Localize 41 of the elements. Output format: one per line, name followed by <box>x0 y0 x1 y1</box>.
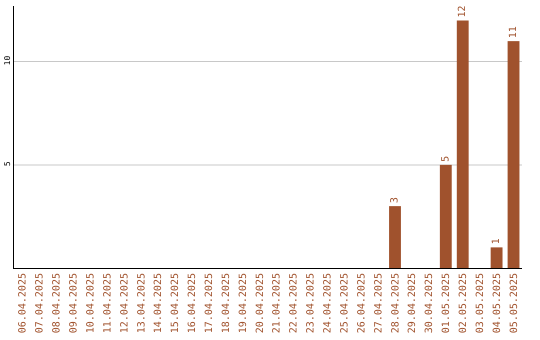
bar <box>440 164 452 268</box>
x-tick-label: 04.05.2025 <box>492 273 503 334</box>
x-tick-label: 30.04.2025 <box>424 273 436 334</box>
y-tick-label: 10 <box>2 56 12 66</box>
x-tick-label: 29.04.2025 <box>407 273 418 334</box>
x-tick-label: 13.04.2025 <box>136 273 148 334</box>
bar <box>508 41 520 268</box>
bar <box>490 247 503 268</box>
x-tick-label: 07.04.2025 <box>34 273 46 334</box>
x-tick-label: 20.04.2025 <box>254 273 266 334</box>
x-tick-label: 16.04.2025 <box>187 273 198 334</box>
x-tick-label: 19.04.2025 <box>238 273 249 334</box>
data-label: 1 <box>491 238 502 244</box>
x-tick-label: 27.04.2025 <box>373 273 384 334</box>
x-tick-label: 10.04.2025 <box>85 273 96 334</box>
data-label: 12 <box>457 6 468 18</box>
x-tick-label: 06.04.2025 <box>18 273 29 334</box>
x-tick-label: 18.04.2025 <box>220 273 232 334</box>
bar <box>456 20 469 268</box>
x-tick-label: 26.04.2025 <box>356 273 368 334</box>
x-tick-label: 03.05.2025 <box>474 273 486 334</box>
data-label: 11 <box>508 26 519 38</box>
x-tick-label: 22.04.2025 <box>288 273 300 334</box>
x-tick-label: 25.04.2025 <box>339 273 350 334</box>
x-tick-label: 01.05.2025 <box>441 273 452 334</box>
x-tick-label: 08.04.2025 <box>52 273 63 334</box>
data-label: 3 <box>390 197 400 204</box>
x-tick-label: 14.04.2025 <box>153 273 164 334</box>
x-tick-label: 21.04.2025 <box>272 273 283 334</box>
x-tick-label: 05.05.2025 <box>508 273 520 334</box>
x-tick-label: 17.04.2025 <box>204 273 215 334</box>
x-tick-label: 23.04.2025 <box>306 273 317 334</box>
x-tick-label: 09.04.2025 <box>68 273 80 334</box>
bar <box>389 206 401 268</box>
x-tick-label: 12.04.2025 <box>119 273 130 334</box>
x-tick-label: 15.04.2025 <box>170 273 182 334</box>
x-tick-label: 24.04.2025 <box>322 273 334 334</box>
x-tick-label: 11.04.2025 <box>102 273 114 334</box>
x-tick-label: 02.05.2025 <box>458 273 469 334</box>
x-tick-label: 28.04.2025 <box>390 273 402 334</box>
data-label: 5 <box>440 156 452 162</box>
